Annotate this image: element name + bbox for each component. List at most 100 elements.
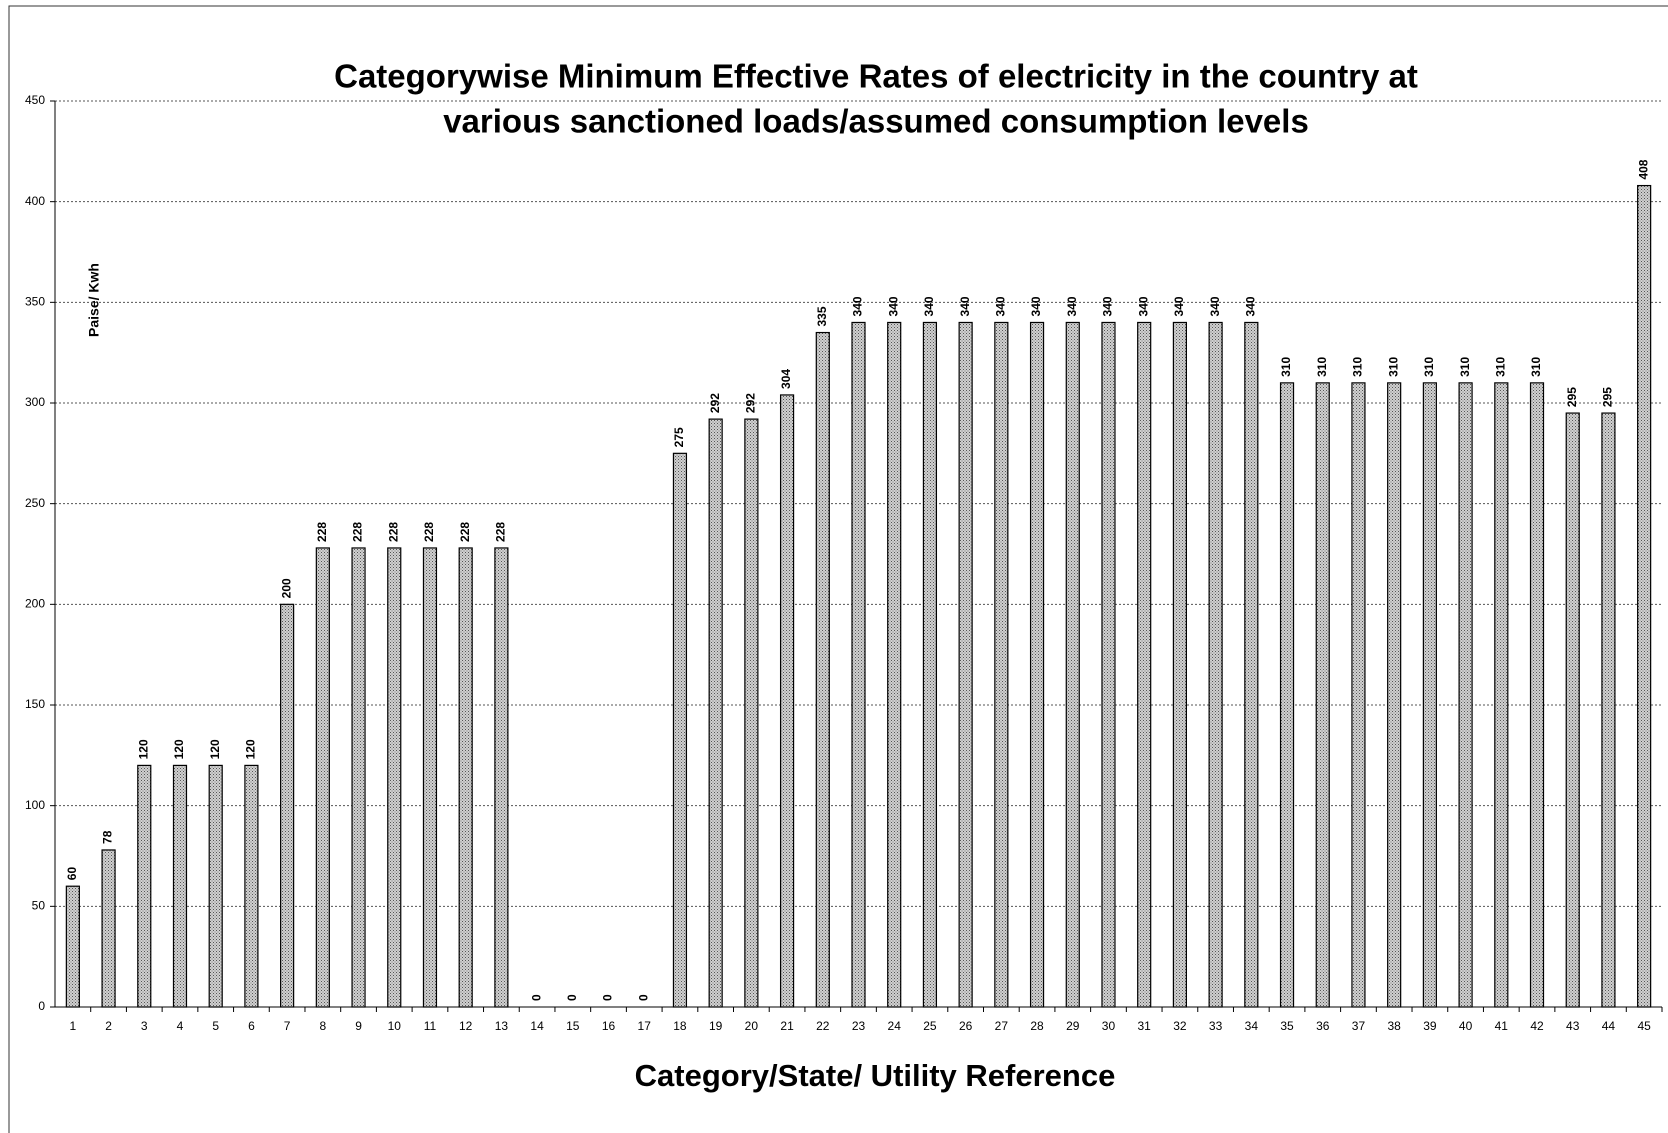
x-tick-label: 43	[1566, 1019, 1580, 1033]
bar	[815, 331, 830, 1008]
bar	[244, 764, 259, 1008]
y-tick-label: 450	[25, 93, 45, 107]
y-tick-label: 50	[32, 899, 46, 913]
x-tick-label: 13	[495, 1019, 509, 1033]
bar	[708, 418, 723, 1008]
x-tick-label: 40	[1459, 1019, 1473, 1033]
bar	[1422, 382, 1437, 1008]
x-tick-label: 42	[1530, 1019, 1544, 1033]
x-tick-label: 35	[1280, 1019, 1294, 1033]
bar	[1494, 382, 1509, 1008]
x-tick-label: 20	[745, 1019, 759, 1033]
bar	[280, 603, 295, 1008]
y-tick-label: 400	[25, 194, 45, 208]
y-tick-label: 100	[25, 798, 45, 812]
data-label: 228	[351, 522, 365, 542]
chart-title: various sanctioned loads/assumed consump…	[443, 103, 1309, 140]
x-tick-label: 18	[673, 1019, 687, 1033]
bar	[1458, 382, 1473, 1008]
bar	[172, 764, 188, 1008]
x-tick-label: 38	[1387, 1019, 1401, 1033]
bar	[1529, 382, 1545, 1008]
bar	[1279, 382, 1295, 1008]
x-axis-label: Category/State/ Utility Reference	[635, 1058, 1116, 1093]
x-tick-label: 29	[1066, 1019, 1080, 1033]
x-tick-label: 6	[248, 1019, 255, 1033]
data-label: 340	[1136, 296, 1150, 316]
x-tick-label: 11	[424, 1019, 437, 1033]
data-label: 340	[1208, 296, 1222, 316]
x-tick-label: 33	[1209, 1019, 1223, 1033]
data-label: 310	[1351, 357, 1365, 377]
x-tick-label: 32	[1173, 1019, 1187, 1033]
bar	[1601, 412, 1616, 1008]
data-label: 228	[422, 522, 436, 542]
data-label: 228	[315, 522, 329, 542]
bar	[101, 849, 116, 1008]
data-label: 228	[458, 522, 472, 542]
x-tick-label: 16	[602, 1019, 616, 1033]
x-tick-label: 4	[177, 1019, 184, 1033]
bar	[208, 764, 223, 1008]
data-label: 120	[208, 739, 222, 759]
x-tick-label: 12	[459, 1019, 473, 1033]
bar	[387, 547, 402, 1008]
x-tick-label: 7	[284, 1019, 291, 1033]
x-tick-label: 14	[530, 1019, 544, 1033]
y-axis-label: Paise/ Kwh	[86, 263, 102, 337]
data-label: 310	[1493, 357, 1507, 377]
bar	[958, 321, 973, 1008]
x-tick-label: 44	[1602, 1019, 1616, 1033]
data-label: 340	[1101, 296, 1115, 316]
x-tick-label: 22	[816, 1019, 830, 1033]
bar	[458, 547, 473, 1008]
bar	[1137, 321, 1152, 1008]
y-tick-label: 0	[38, 999, 45, 1013]
data-label: 340	[994, 296, 1008, 316]
data-label: 0	[601, 994, 615, 1001]
bar	[672, 452, 688, 1008]
data-label: 340	[851, 296, 865, 316]
x-tick-label: 36	[1316, 1019, 1330, 1033]
y-tick-label: 300	[25, 395, 45, 409]
chart-title: Categorywise Minimum Effective Rates of …	[334, 58, 1418, 95]
bar	[351, 547, 366, 1008]
data-label: 340	[1065, 296, 1079, 316]
data-label: 310	[1279, 357, 1293, 377]
x-tick-label: 1	[70, 1019, 77, 1033]
data-label: 340	[1172, 296, 1186, 316]
data-label: 310	[1529, 357, 1543, 377]
x-tick-label: 41	[1495, 1019, 1509, 1033]
bar	[315, 547, 330, 1008]
data-label: 340	[886, 296, 900, 316]
bar	[137, 764, 152, 1008]
bar	[65, 885, 80, 1008]
y-tick-label: 150	[25, 697, 45, 711]
data-label: 340	[922, 296, 936, 316]
bar	[1351, 382, 1366, 1008]
bar	[779, 394, 795, 1008]
data-label: 310	[1458, 357, 1472, 377]
data-label: 310	[1386, 357, 1400, 377]
data-label: 200	[279, 578, 293, 598]
data-label: 60	[65, 867, 79, 881]
data-label: 120	[172, 739, 186, 759]
x-tick-label: 5	[212, 1019, 219, 1033]
bar	[422, 547, 438, 1008]
frame	[8, 5, 1668, 1133]
x-tick-label: 15	[566, 1019, 580, 1033]
x-tick-label: 10	[388, 1019, 402, 1033]
data-label: 335	[815, 306, 829, 326]
data-label: 120	[136, 739, 150, 759]
data-label: 295	[1601, 387, 1615, 407]
bar	[1065, 321, 1080, 1008]
data-label: 228	[386, 522, 400, 542]
data-label: 275	[672, 427, 686, 447]
x-tick-label: 31	[1138, 1019, 1152, 1033]
x-tick-label: 27	[995, 1019, 1009, 1033]
x-tick-label: 30	[1102, 1019, 1116, 1033]
data-label: 340	[1243, 296, 1257, 316]
data-label: 304	[779, 369, 793, 389]
data-label: 78	[101, 830, 115, 844]
bar	[1387, 382, 1402, 1008]
